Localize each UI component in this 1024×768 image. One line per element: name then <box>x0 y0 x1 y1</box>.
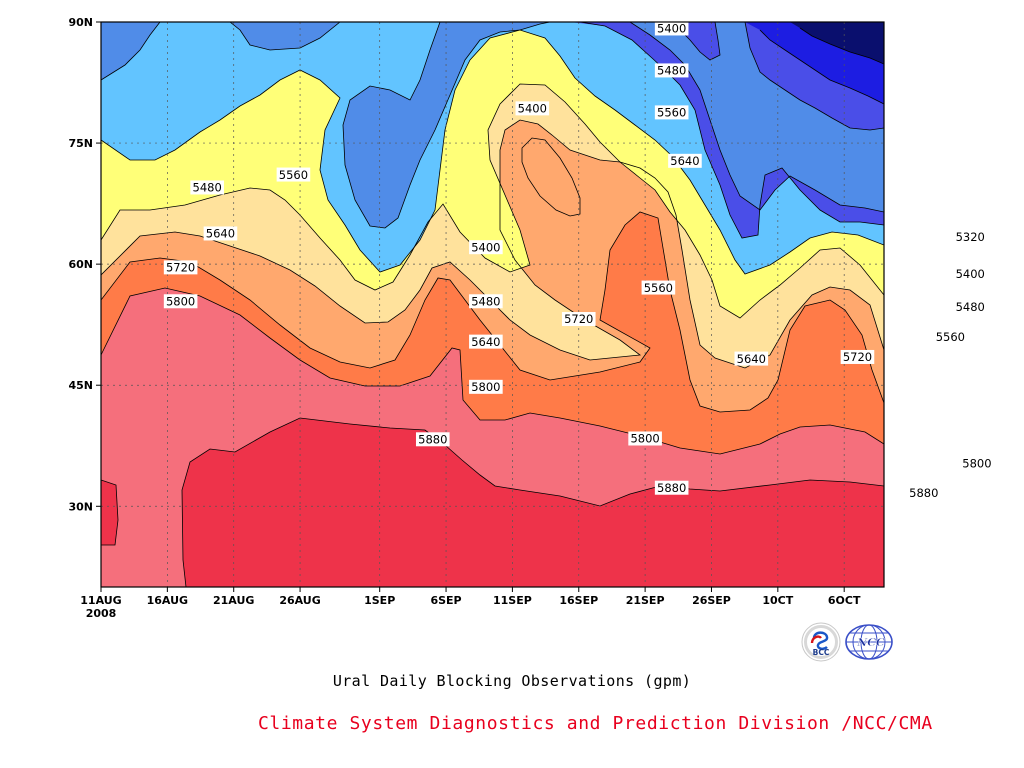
contour-label: 5480 <box>956 300 985 314</box>
contour-label: 5720 <box>843 350 872 364</box>
y-tick-label: 30N <box>68 500 93 513</box>
contour-label: 5400 <box>657 22 686 36</box>
x-tick-label: 26SEP <box>692 594 731 607</box>
y-tick-label: 45N <box>68 379 93 392</box>
contour-label-bg <box>654 21 689 36</box>
x-tick-label: 16SEP <box>559 594 598 607</box>
contour-label-bg <box>190 180 224 195</box>
contour-label-bg <box>953 266 988 281</box>
contour-label-bg <box>469 379 503 394</box>
contour-label: 5400 <box>471 240 500 254</box>
contour-lines <box>101 22 884 587</box>
x-tick-label: 11SEP <box>493 594 532 607</box>
contour-label-bg <box>840 349 875 364</box>
x-tick-label: 1SEP <box>364 594 395 607</box>
contour-label-bg <box>469 334 503 349</box>
contour-label-bg <box>907 485 941 500</box>
x-tick-label: 10CT <box>762 594 793 607</box>
contour-label-bg <box>415 432 450 447</box>
x-tick-label: 11AUG <box>80 594 121 607</box>
plot-frame <box>100 21 885 588</box>
x-tick-label: 21SEP <box>626 594 665 607</box>
x-axis: 11AUG 16AUG 21AUG 26AUG 1SEP 6SEP 11SEP 16SEP 21… <box>80 587 861 620</box>
band-below-5240 <box>790 22 884 64</box>
contour-label: 5480 <box>471 294 500 308</box>
contour-label-bg <box>561 312 596 327</box>
contour-labels: 5400548055605640540052405480556056405720… <box>163 21 994 500</box>
contour-label-bg <box>163 294 198 309</box>
contour-label-bg <box>276 167 311 182</box>
contour-label: 5400 <box>518 102 547 116</box>
band-5320 <box>570 22 884 238</box>
contour-label-bg <box>469 294 503 309</box>
contour-label-bg <box>628 431 662 446</box>
contour-label: 5720 <box>166 261 195 275</box>
bcc-logo-text: BCC <box>813 648 830 657</box>
ncc-logo-text: NCC <box>856 636 885 649</box>
contour-label: 5640 <box>206 227 235 241</box>
contour-label: 5720 <box>564 312 593 326</box>
contour-chart: 5400548055605640540052405480556056405720… <box>68 16 994 620</box>
contour-label: 5800 <box>471 380 500 394</box>
x-tick-label: 16AUG <box>147 594 188 607</box>
band-5720-island <box>522 138 580 216</box>
band-5400-island-left <box>101 22 160 80</box>
contour-label-bg <box>933 329 968 344</box>
contour-label: 5560 <box>279 168 308 182</box>
contour-label: 5480 <box>657 64 686 78</box>
x-tick-label: 26AUG <box>279 594 320 607</box>
contour-label: 5880 <box>909 486 938 500</box>
contour-label-bg <box>641 280 676 295</box>
contour-label: 5800 <box>630 432 659 446</box>
contour-label: 5560 <box>657 106 686 120</box>
contour-label: 5640 <box>737 352 766 366</box>
contour-label: 5560 <box>644 281 673 295</box>
contour-label-bg <box>163 260 198 275</box>
contour-label: 5800 <box>166 294 195 308</box>
bcc-logo-icon: BCC <box>800 621 842 663</box>
y-tick-label: 75N <box>68 137 93 150</box>
x-tick-label: 6OCT <box>828 594 861 607</box>
y-tick-label: 60N <box>68 258 93 271</box>
contour-label: 5560 <box>936 330 965 344</box>
contour-label: 5880 <box>418 432 447 446</box>
contour-label-bg <box>515 101 550 116</box>
contour-label: 5640 <box>670 154 699 168</box>
contour-label-bg <box>960 456 994 471</box>
x-year-label: 2008 <box>86 607 117 620</box>
contour-label-bg <box>654 480 689 495</box>
contour-label-bg <box>734 351 769 366</box>
contour-label: 5480 <box>193 181 222 195</box>
contour-label-bg <box>953 229 988 244</box>
x-tick-label: 21AUG <box>213 594 254 607</box>
chart-title: Ural Daily Blocking Observations (gpm) <box>332 672 692 690</box>
contour-label: 5400 <box>956 267 985 281</box>
y-axis: 90N 75N 60N 45N 30N <box>68 16 101 513</box>
contour-label-bg <box>203 226 238 241</box>
contour-label-bg <box>654 63 689 78</box>
credit-line: Climate System Diagnostics and Predictio… <box>258 713 933 734</box>
contour-label: 5800 <box>962 457 991 471</box>
contour-label-bg <box>654 105 689 120</box>
contour-label-bg <box>668 153 702 168</box>
contour-label-bg <box>953 299 988 314</box>
contour-label: 5320 <box>956 230 985 244</box>
contour-label: 5640 <box>471 335 500 349</box>
y-tick-label: 90N <box>68 16 93 29</box>
ncc-globe-logo-icon: NCC <box>843 622 895 662</box>
contour-label: 5880 <box>657 481 686 495</box>
x-tick-label: 6SEP <box>430 594 461 607</box>
contour-label-bg <box>469 240 503 255</box>
